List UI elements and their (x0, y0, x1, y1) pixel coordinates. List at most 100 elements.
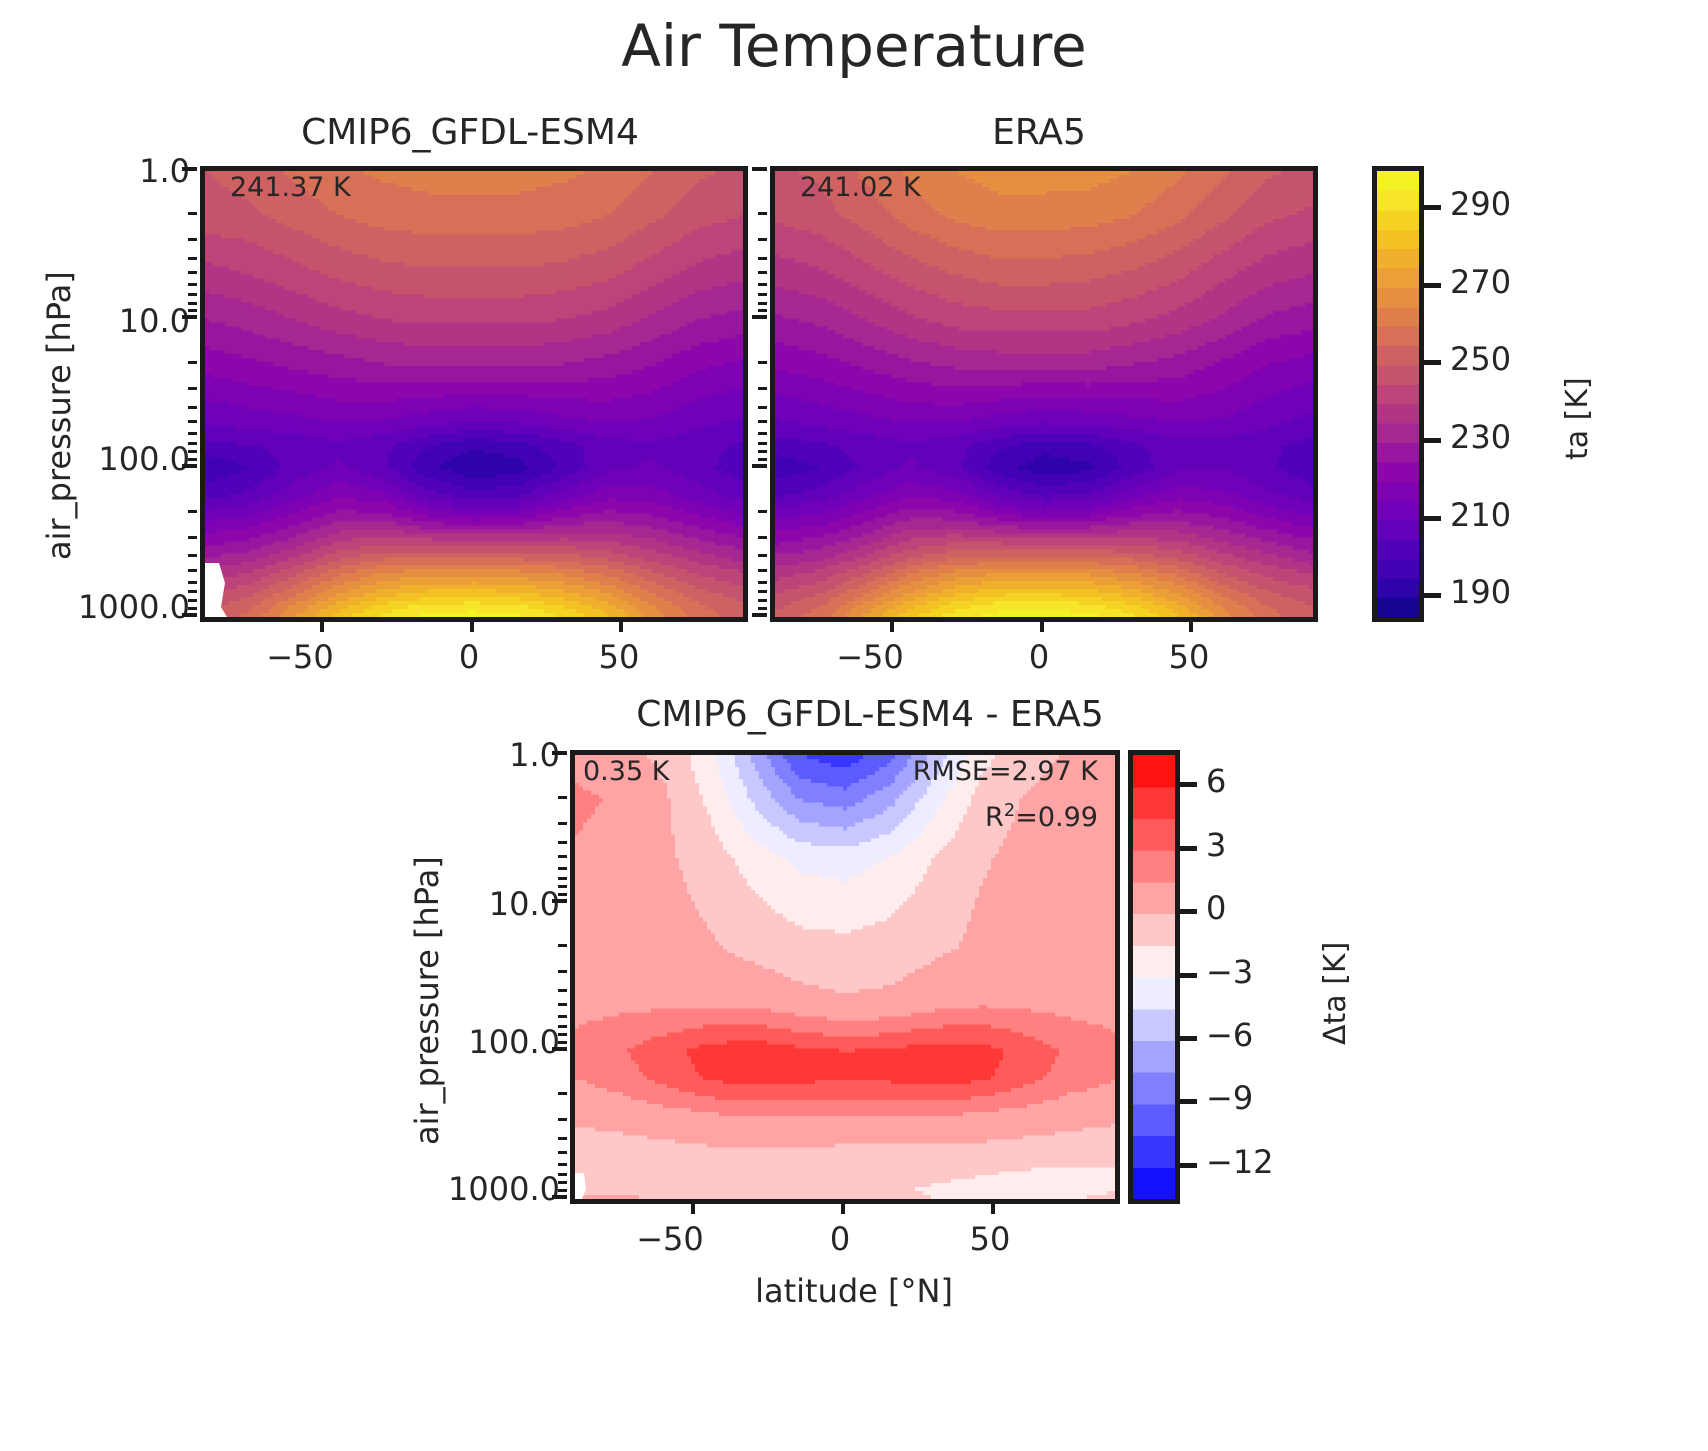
y-tick-label-1000: 1000.0 (15, 588, 190, 626)
annotation-mean-reference: 241.02 K (800, 172, 921, 203)
y-major-tick-model-100 (182, 464, 197, 468)
y-major-tick-model-1000 (182, 613, 197, 617)
colorbar-dta-tick-6 (1175, 781, 1197, 787)
y-minor-tick-model-30 (188, 386, 197, 390)
y-minor-tick-diff-20 (558, 943, 567, 947)
y-major-tick-ref-10 (752, 315, 767, 319)
y-minor-tick-model-700 (188, 589, 197, 593)
colorbar-ta-tick-210 (1419, 515, 1441, 521)
y-minor-tick-diff-70 (558, 1024, 567, 1028)
colorbar-ta-tick-label-190: 190 (1450, 573, 1511, 611)
y-minor-tick-model-90 (188, 457, 197, 461)
y-minor-tick-model-9 (188, 308, 197, 312)
y-minor-tick-model-8 (188, 301, 197, 305)
y-minor-tick-ref-3 (758, 237, 767, 241)
y-minor-tick-model-6 (188, 282, 197, 286)
annotation-rmse: RMSE=2.97 K (830, 756, 1098, 787)
plot-area-difference[interactable] (570, 750, 1120, 1204)
y-minor-tick-ref-60 (758, 431, 767, 435)
y-minor-tick-model-70 (188, 441, 197, 445)
y-minor-tick-model-900 (188, 606, 197, 610)
y-minor-tick-model-40 (188, 405, 197, 409)
x-major-tick-model-50 (619, 617, 623, 632)
x-major-tick-ref-50 (1189, 617, 1193, 632)
y-tick-label-diff-100: 100.0 (425, 1023, 560, 1061)
y-tick-label-diff-1000: 1000.0 (385, 1170, 560, 1208)
colorbar-ta-tick-230 (1419, 437, 1441, 443)
y-minor-tick-model-7 (188, 292, 197, 296)
r-squared-exponent: 2 (1004, 800, 1015, 821)
x-major-tick-model--50 (320, 617, 324, 632)
y-minor-tick-diff-5 (558, 854, 567, 858)
x-major-tick-diff-50 (991, 1199, 995, 1214)
colorbar-dta-tick-label--6: −6 (1206, 1016, 1253, 1054)
colorbar-ta-tick-label-210: 210 (1450, 496, 1511, 534)
colorbar-ta[interactable] (1372, 166, 1424, 622)
x-major-tick-ref-0 (1040, 617, 1044, 632)
figure-title: Air Temperature (0, 12, 1708, 80)
y-minor-tick-diff-90 (558, 1040, 567, 1044)
colorbar-dta-tick-label--12: −12 (1206, 1143, 1274, 1181)
y-minor-tick-ref-900 (758, 606, 767, 610)
x-major-tick-diff--50 (691, 1199, 695, 1214)
y-minor-tick-ref-400 (758, 553, 767, 557)
y-minor-tick-diff-700 (558, 1172, 567, 1176)
y-minor-tick-diff-30 (558, 969, 567, 973)
colorbar-dta-tick-label-3: 3 (1206, 826, 1226, 864)
y-minor-tick-ref-200 (758, 509, 767, 513)
y-minor-tick-model-4 (188, 256, 197, 260)
y-tick-label-diff-10: 10.0 (465, 885, 560, 923)
colorbar-dta-tick-label-0: 0 (1206, 889, 1226, 927)
annotation-mean-difference: 0.35 K (583, 756, 669, 787)
y-major-tick-diff-10 (552, 899, 567, 903)
colorbar-ta-tick-250 (1419, 359, 1441, 365)
colorbar-ta-tick-190 (1419, 592, 1441, 598)
colorbar-ta-tick-label-270: 270 (1450, 263, 1511, 301)
colorbar-dta-tick--12 (1175, 1162, 1197, 1168)
x-tick-label-model-0: 0 (419, 638, 519, 676)
y-minor-tick-ref-40 (758, 405, 767, 409)
y-minor-tick-diff-7 (558, 876, 567, 880)
x-tick-label-model-neg50: −50 (250, 638, 350, 676)
y-major-tick-model-1 (182, 167, 197, 171)
y-major-tick-ref-1 (752, 167, 767, 171)
y-minor-tick-model-5 (188, 270, 197, 274)
x-major-tick-ref--50 (890, 617, 894, 632)
x-tick-label-diff-50: 50 (940, 1220, 1040, 1258)
colorbar-dta[interactable] (1128, 750, 1180, 1204)
y-minor-tick-model-60 (188, 431, 197, 435)
x-tick-label-model-50: 50 (569, 638, 669, 676)
y-minor-tick-model-600 (188, 580, 197, 584)
y-minor-tick-ref-4 (758, 256, 767, 260)
y-minor-tick-ref-90 (758, 457, 767, 461)
y-minor-tick-ref-700 (758, 589, 767, 593)
y-minor-tick-diff-400 (558, 1136, 567, 1140)
plot-area-model[interactable] (200, 166, 748, 622)
colorbar-ta-tick-label-290: 290 (1450, 185, 1511, 223)
colorbar-ta-tick-label-230: 230 (1450, 418, 1511, 456)
y-axis-label-difference: air_pressure [hPa] (408, 856, 446, 1145)
x-major-tick-diff-0 (841, 1199, 845, 1214)
plot-area-reference[interactable] (770, 166, 1318, 622)
y-tick-label-diff-1: 1.0 (505, 736, 560, 774)
colorbar-ta-tick-label-250: 250 (1450, 340, 1511, 378)
y-minor-tick-ref-7 (758, 292, 767, 296)
y-minor-tick-ref-6 (758, 282, 767, 286)
y-minor-tick-diff-4 (558, 840, 567, 844)
y-minor-tick-ref-800 (758, 598, 767, 602)
contour-canvas-model (205, 171, 743, 617)
y-minor-tick-diff-200 (558, 1091, 567, 1095)
contour-canvas-reference (775, 171, 1313, 617)
x-tick-label-ref-neg50: −50 (820, 638, 920, 676)
x-tick-label-diff-neg50: −50 (620, 1220, 720, 1258)
y-minor-tick-ref-9 (758, 308, 767, 312)
colorbar-label-ta: ta [K] (1560, 377, 1595, 460)
y-minor-tick-ref-30 (758, 386, 767, 390)
y-minor-tick-ref-5 (758, 270, 767, 274)
y-major-tick-ref-100 (752, 464, 767, 468)
y-minor-tick-model-3 (188, 237, 197, 241)
y-minor-tick-ref-50 (758, 419, 767, 423)
y-minor-tick-diff-600 (558, 1162, 567, 1166)
y-minor-tick-diff-500 (558, 1150, 567, 1154)
